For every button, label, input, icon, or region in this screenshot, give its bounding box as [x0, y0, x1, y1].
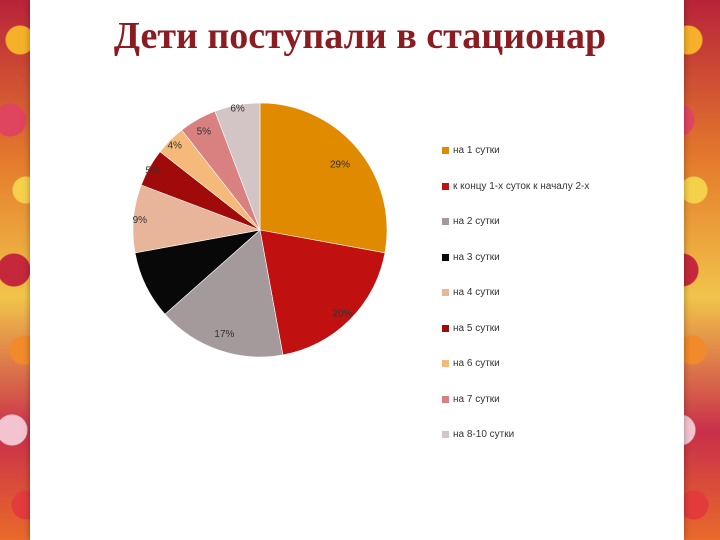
legend-swatch [442, 253, 449, 261]
pie-slice-label: 4% [167, 141, 182, 152]
slide-title: Дети поступали в стационар [113, 15, 607, 57]
legend-swatch [442, 431, 449, 439]
pie-labels: 29% 20% 17% 9% 5% 4% 5% 6% [133, 104, 353, 341]
pie-slice-label: 9% [133, 215, 148, 226]
legend-label: на 7 сутки [453, 393, 500, 405]
legend-swatch [442, 395, 449, 403]
pie-slice [259, 102, 388, 254]
legend-label: на 4 сутки [453, 287, 500, 299]
legend-label: на 8-10 сутки [453, 429, 515, 441]
pie-slice-label: 6% [230, 104, 245, 115]
pie-slice [259, 229, 386, 356]
legend-swatch [442, 324, 449, 332]
legend-item: на 6 сутки [442, 346, 589, 382]
pie-slice [164, 229, 284, 358]
legend-item: на 8-10 сутки [442, 417, 589, 453]
legend-item: на 5 сутки [442, 311, 589, 347]
pie-slice [214, 102, 261, 231]
legend-swatch [442, 360, 449, 368]
legend-label: на 3 сутки [453, 251, 500, 263]
legend-label: на 1 сутки [453, 145, 500, 157]
pie-slice-label: 5% [197, 126, 212, 137]
legend-item: к концу 1-х суток к началу 2-х [442, 169, 589, 205]
pie-slice-label: 29% [330, 159, 350, 170]
legend-item: на 7 сутки [442, 382, 589, 418]
legend-label: на 5 сутки [453, 322, 500, 334]
pie-slice-label: 17% [214, 329, 234, 340]
legend-swatch [442, 218, 449, 226]
legend-item: на 3 сутки [442, 240, 589, 276]
chart-legend: на 1 сутки к концу 1-х суток к началу 2-х… [442, 133, 589, 453]
pie-slices [132, 102, 388, 358]
legend-item: на 2 сутки [442, 204, 589, 240]
legend-label: на 6 сутки [453, 358, 500, 370]
legend-item: на 4 сутки [442, 275, 589, 311]
pie-slice-label: 5% [145, 166, 160, 177]
legend-swatch [442, 289, 449, 297]
pie-slice-label: 20% [333, 309, 353, 320]
legend-swatch [442, 147, 449, 155]
legend-label: к концу 1-х суток к началу 2-х [453, 180, 590, 192]
legend-label: на 2 сутки [453, 216, 500, 228]
legend-item: на 1 сутки [442, 133, 589, 169]
legend-swatch [442, 182, 449, 190]
